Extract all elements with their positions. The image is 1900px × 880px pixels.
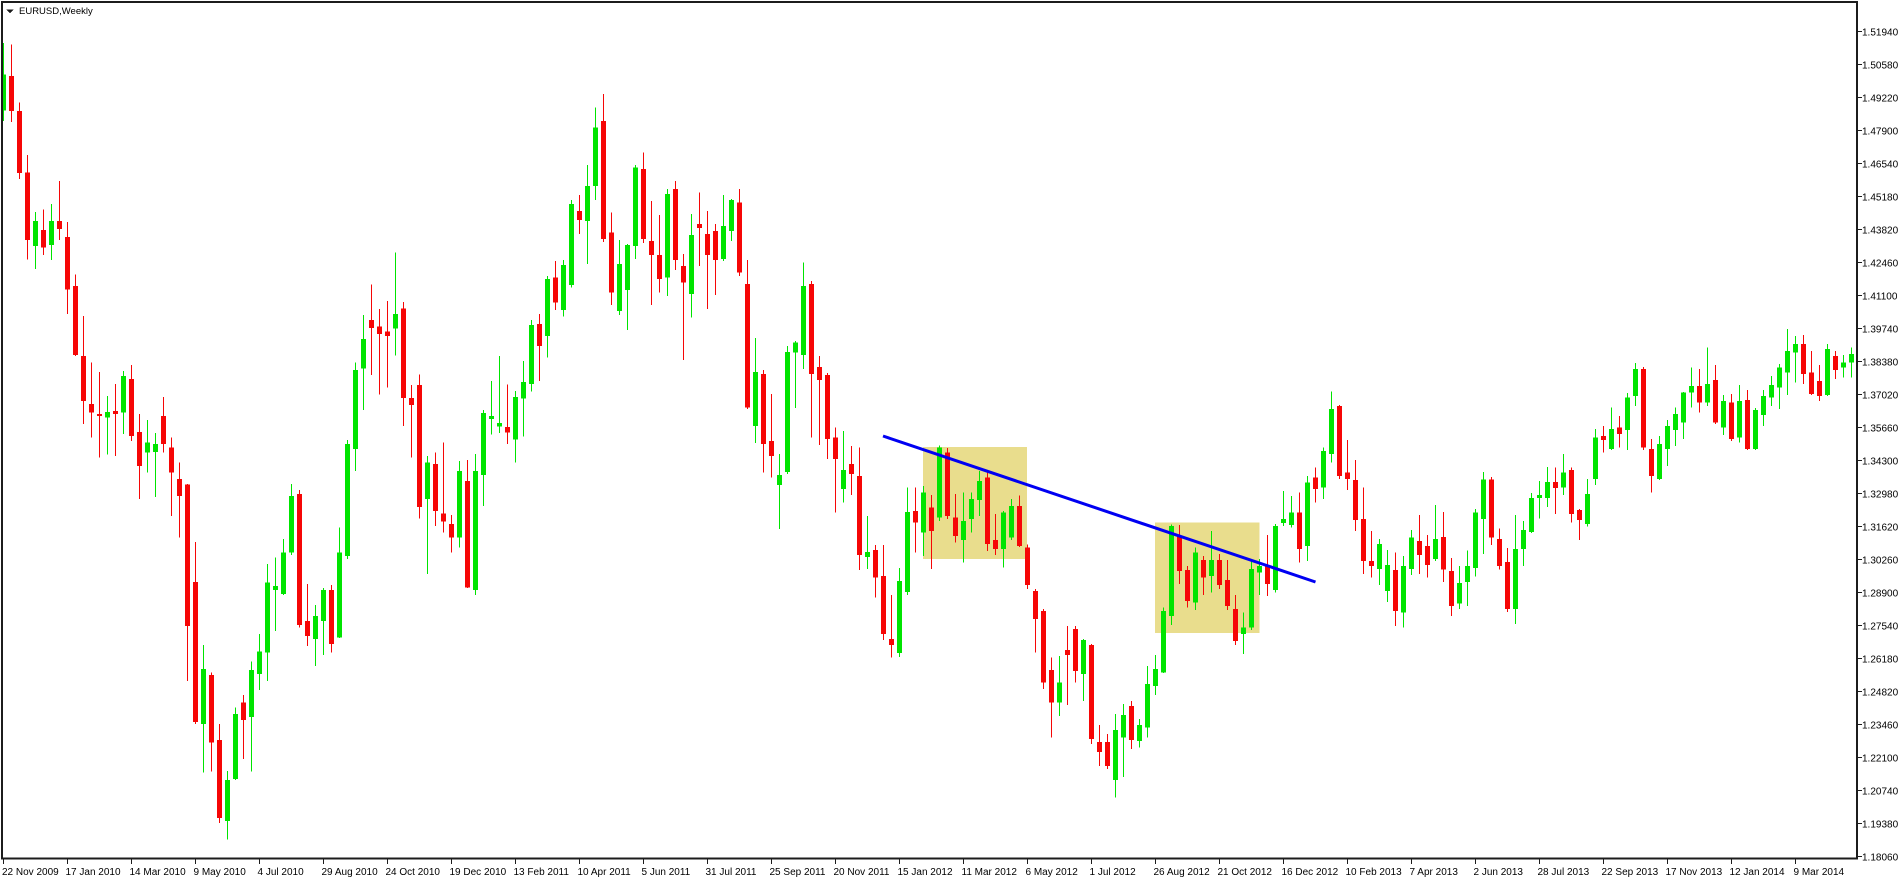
svg-text:1.47900: 1.47900 xyxy=(1862,127,1899,138)
svg-text:7 Apr 2013: 7 Apr 2013 xyxy=(1410,867,1459,878)
svg-text:9 Mar 2014: 9 Mar 2014 xyxy=(1794,867,1845,878)
svg-text:1.28900: 1.28900 xyxy=(1862,589,1899,600)
svg-text:1.41100: 1.41100 xyxy=(1862,292,1898,303)
svg-text:1.24820: 1.24820 xyxy=(1862,688,1899,699)
svg-text:11 Mar 2012: 11 Mar 2012 xyxy=(962,867,1018,878)
svg-text:17 Jan 2010: 17 Jan 2010 xyxy=(66,867,121,878)
svg-text:29 Aug 2010: 29 Aug 2010 xyxy=(322,867,379,878)
svg-text:6 May 2012: 6 May 2012 xyxy=(1026,867,1079,878)
svg-text:1.50580: 1.50580 xyxy=(1862,61,1899,72)
svg-text:31 Jul 2011: 31 Jul 2011 xyxy=(706,867,757,878)
svg-text:1.49220: 1.49220 xyxy=(1862,94,1899,105)
svg-text:20 Nov 2011: 20 Nov 2011 xyxy=(834,867,890,878)
svg-text:EURUSD,Weekly: EURUSD,Weekly xyxy=(19,6,93,17)
svg-text:24 Oct 2010: 24 Oct 2010 xyxy=(386,867,441,878)
svg-text:1.34300: 1.34300 xyxy=(1862,457,1899,468)
svg-text:9 May 2010: 9 May 2010 xyxy=(194,867,247,878)
svg-text:1.38380: 1.38380 xyxy=(1862,358,1899,369)
svg-text:14 Mar 2010: 14 Mar 2010 xyxy=(130,867,187,878)
svg-text:1.19380: 1.19380 xyxy=(1862,820,1899,831)
svg-text:1.42460: 1.42460 xyxy=(1862,259,1899,270)
svg-text:15 Jan 2012: 15 Jan 2012 xyxy=(898,867,953,878)
svg-text:1.37020: 1.37020 xyxy=(1862,391,1899,402)
svg-text:5 Jun 2011: 5 Jun 2011 xyxy=(642,867,691,878)
svg-text:19 Dec 2010: 19 Dec 2010 xyxy=(450,867,507,878)
svg-text:28 Jul 2013: 28 Jul 2013 xyxy=(1538,867,1590,878)
svg-text:1.30260: 1.30260 xyxy=(1862,556,1899,567)
svg-text:10 Apr 2011: 10 Apr 2011 xyxy=(578,867,632,878)
svg-text:22 Nov 2009: 22 Nov 2009 xyxy=(2,867,59,878)
svg-text:1.35660: 1.35660 xyxy=(1862,424,1899,435)
svg-text:25 Sep 2011: 25 Sep 2011 xyxy=(770,867,826,878)
svg-text:22 Sep 2013: 22 Sep 2013 xyxy=(1602,867,1659,878)
svg-text:1.18060: 1.18060 xyxy=(1862,853,1899,864)
svg-text:10 Feb 2013: 10 Feb 2013 xyxy=(1346,867,1403,878)
svg-text:26 Aug 2012: 26 Aug 2012 xyxy=(1154,867,1211,878)
svg-text:16 Dec 2012: 16 Dec 2012 xyxy=(1282,867,1339,878)
svg-text:1.32980: 1.32980 xyxy=(1862,490,1899,501)
svg-text:1.20740: 1.20740 xyxy=(1862,787,1899,798)
svg-text:1 Jul 2012: 1 Jul 2012 xyxy=(1090,867,1137,878)
svg-text:1.26180: 1.26180 xyxy=(1862,655,1899,666)
svg-text:21 Oct 2012: 21 Oct 2012 xyxy=(1218,867,1273,878)
svg-text:12 Jan 2014: 12 Jan 2014 xyxy=(1730,867,1785,878)
svg-text:1.22100: 1.22100 xyxy=(1862,754,1899,765)
svg-text:1.46540: 1.46540 xyxy=(1862,160,1899,171)
svg-text:1.27540: 1.27540 xyxy=(1862,622,1899,633)
svg-text:4 Jul 2010: 4 Jul 2010 xyxy=(258,867,305,878)
svg-text:1.43820: 1.43820 xyxy=(1862,226,1899,237)
svg-text:1.45180: 1.45180 xyxy=(1862,193,1899,204)
svg-text:2 Jun 2013: 2 Jun 2013 xyxy=(1474,867,1524,878)
svg-text:1.23460: 1.23460 xyxy=(1862,721,1899,732)
svg-text:17 Nov 2013: 17 Nov 2013 xyxy=(1666,867,1723,878)
svg-text:13 Feb 2011: 13 Feb 2011 xyxy=(514,867,570,878)
svg-text:1.51940: 1.51940 xyxy=(1862,28,1899,39)
svg-text:1.31620: 1.31620 xyxy=(1862,523,1899,534)
svg-text:1.39740: 1.39740 xyxy=(1862,325,1899,336)
